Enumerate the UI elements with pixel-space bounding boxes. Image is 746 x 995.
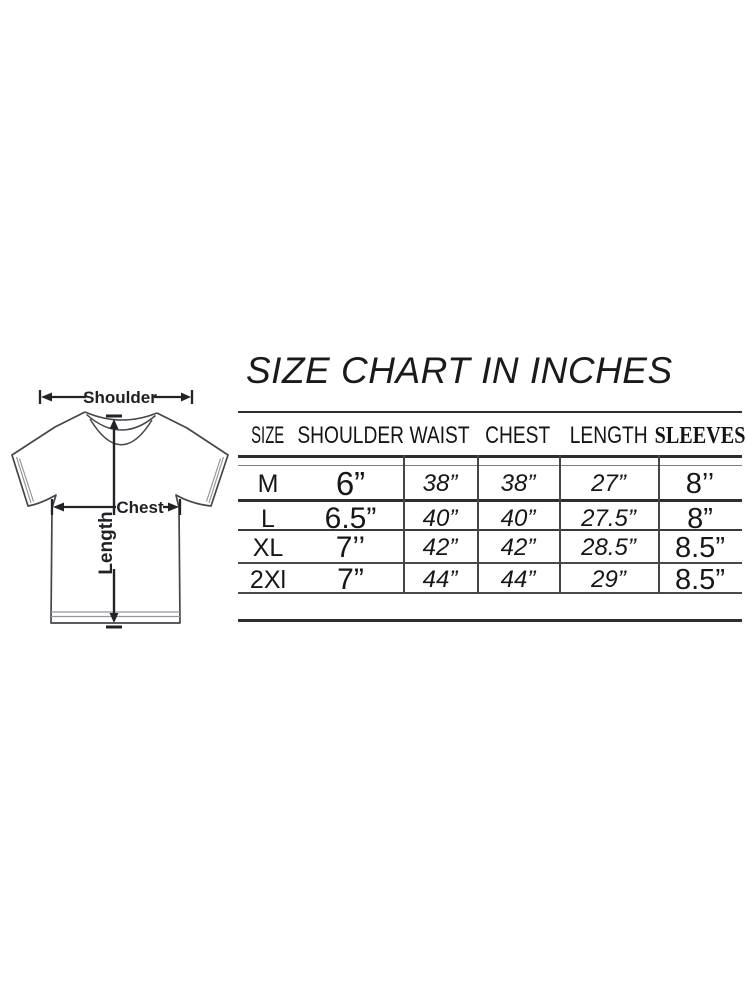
table-rule-below-header (238, 455, 742, 458)
cell-sleeves: 8’’ (685, 467, 715, 500)
tshirt-body (11, 411, 229, 624)
table-row-m: M 6” 38” 38” 27” 8’’ (238, 465, 742, 502)
cell-length: 27.5” (581, 505, 636, 532)
chest-arrow (50, 499, 182, 515)
table-rule-below-row-m (238, 499, 742, 502)
header-size: SIZE (251, 422, 285, 449)
header-waist: WAIST (409, 422, 471, 449)
cell-shoulder: 7’’ (335, 531, 366, 564)
table-rule-top (238, 411, 742, 413)
cell-sleeves: 8.5” (675, 563, 725, 596)
tshirt-outline (11, 411, 229, 624)
header-shoulder: SHOULDER (297, 422, 404, 449)
page-title: SIZE CHART IN INCHES (246, 350, 673, 391)
cell-length: 28.5” (581, 534, 636, 561)
column-divider (658, 455, 660, 593)
chest-label: Chest (116, 498, 164, 517)
cell-sleeves: 8” (687, 502, 713, 535)
header-chest: CHEST (485, 422, 551, 449)
cell-size: M (257, 469, 279, 498)
cell-chest: 44” (500, 566, 536, 593)
header-sleeves: SLEEVES (654, 423, 746, 449)
table-rule-below-header-thin (238, 465, 742, 466)
cell-chest: 38” (500, 470, 536, 497)
cell-length: 29” (591, 566, 626, 593)
cell-waist: 40” (422, 505, 458, 532)
cell-chest: 40” (500, 505, 536, 532)
shoulder-label: Shoulder (83, 388, 157, 407)
table-row-2xl: 2Xl 7” 44” 44” 29” 8.5” (238, 563, 742, 596)
cell-size: XL (252, 533, 284, 562)
cell-size: L (261, 504, 275, 533)
length-arrow (106, 414, 122, 629)
cell-waist: 44” (422, 566, 458, 593)
cell-waist: 38” (422, 470, 458, 497)
cell-shoulder: 6” (335, 465, 366, 502)
cell-chest: 42” (500, 534, 536, 561)
column-divider (559, 455, 561, 593)
table-rule-below-row-xl (238, 562, 742, 564)
table-header-row: SIZE SHOULDER WAIST CHEST LENGTH SLEEVES (238, 413, 745, 455)
table-row-xl: XL 7’’ 42” 42” 28.5” 8.5” (238, 531, 742, 564)
cell-waist: 42” (422, 534, 458, 561)
cell-length: 27” (591, 470, 626, 497)
cell-sleeves: 8.5” (675, 531, 725, 564)
table-row-l: L 6.5” 40” 40” 27.5” 8” (238, 502, 742, 535)
header-length: LENGTH (569, 422, 648, 449)
shoulder-arrow (38, 390, 194, 404)
cell-shoulder: 7” (337, 563, 364, 596)
cell-shoulder: 6.5” (324, 502, 377, 535)
table-rule-bottom (238, 619, 742, 622)
column-divider (477, 455, 479, 593)
collar (84, 411, 158, 446)
table-rule-below-row-l (238, 529, 742, 531)
table-rule-below-row-2xl (238, 592, 742, 594)
size-table: SIZE SHOULDER WAIST CHEST LENGTH SLEEVES… (238, 411, 745, 625)
length-label: Length (96, 511, 117, 574)
tshirt-measurement-diagram: Shoulder Chest Length (11, 388, 229, 629)
column-divider (403, 455, 405, 593)
cell-size: 2Xl (249, 565, 287, 594)
